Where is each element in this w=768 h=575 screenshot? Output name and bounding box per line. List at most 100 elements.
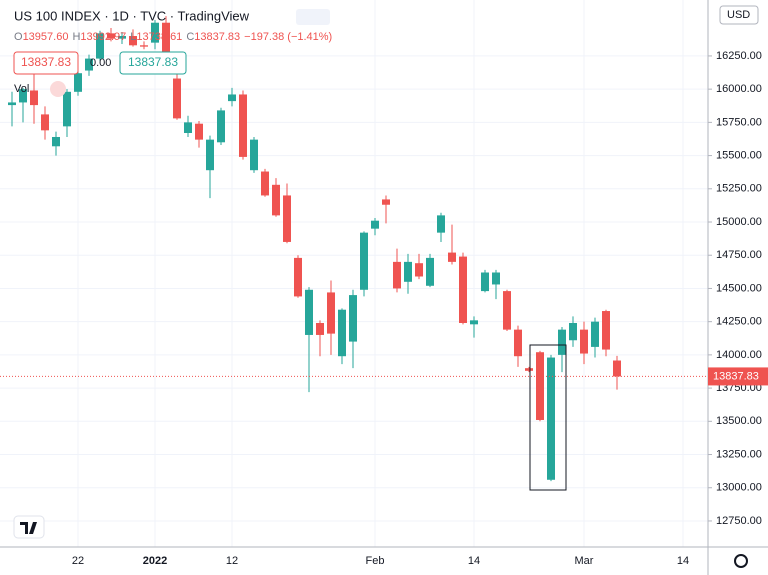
logo[interactable] [13,515,45,539]
l-key: L [130,31,136,43]
x-tick-label: 22 [72,555,84,567]
candle-body [503,291,511,330]
candle-body [536,352,544,420]
candle-body [415,263,423,277]
y-tick-label: 13500.00 [716,415,762,427]
buy-button[interactable] [119,51,187,75]
alert-icon[interactable] [50,81,66,97]
candle-body [8,102,16,106]
y-tick-label: 15000.00 [716,216,762,228]
buy-price[interactable]: 13837.83 [128,55,178,69]
o-value: 13957.60 [23,31,69,43]
x-tick-label: Mar [575,555,594,567]
ohlc: O13957.60 H13992.97 L13738.61 C13837.83 −197… [14,31,332,43]
x-tick-label: 14 [677,555,689,567]
candle-body [437,215,445,233]
y-tick-label: 14000.00 [716,349,762,361]
candle-body [151,22,159,43]
y-tick-label: 14250.00 [716,316,762,328]
candle-body [118,36,126,39]
candles [0,16,708,482]
y-tick-label: 15250.00 [716,183,762,195]
candle-body [404,261,412,282]
change: −197.38 (−1.41%) [244,31,332,43]
o-key: O [14,31,23,43]
candle-body [580,329,588,354]
candle-body [30,90,38,106]
candle-body [140,45,148,47]
candle-body [173,78,181,119]
y-tick-label: 16250.00 [716,50,762,62]
settings-icon[interactable] [734,554,748,568]
candle-body [19,89,27,103]
candle-body [107,33,115,39]
candle-body [382,199,390,205]
h-key: H [72,31,80,43]
candle-body [74,73,82,92]
candle-body [338,309,346,357]
candle-body [250,139,258,171]
candle-body [525,368,533,371]
candle-body [547,357,555,480]
y-tick-label: 12750.00 [716,515,762,527]
candle-body [492,272,500,285]
highlight-box [529,344,567,491]
last-price-label: 13837.83 [713,370,759,382]
candle-body [41,114,49,131]
sell-button[interactable] [13,51,79,75]
candle-body [481,272,489,292]
candle-body [52,136,60,147]
candle-body [217,110,225,143]
x-tick-label: Feb [366,555,385,567]
candle-body [349,295,357,342]
candle-body [129,36,137,46]
y-tick-label: 14750.00 [716,249,762,261]
candle-body [206,139,214,171]
candle-body [184,122,192,133]
y-tick-label: 16000.00 [716,83,762,95]
h-value: 13992.97 [80,31,126,43]
candle-body [294,257,302,297]
candle-body [316,322,324,335]
candle-body [96,33,104,59]
c-value: 13837.83 [194,31,240,43]
candle-body [371,220,379,229]
logo-mark [20,522,37,534]
y-tick-label: 13250.00 [716,448,762,460]
candle-body [448,252,456,262]
grid [0,0,708,547]
y-tick-label: 15500.00 [716,149,762,161]
sell-price[interactable]: 13837.83 [21,55,71,69]
candle-body [459,256,467,323]
candle-body [558,329,566,355]
candle-body [360,232,368,290]
candle-body [85,58,93,71]
x-tick-label: 14 [468,555,480,567]
candle-body [239,94,247,157]
candle-body [283,195,291,242]
candle-body [613,360,621,377]
x-tick-label: 12 [226,555,238,567]
symbol-title: US 100 INDEX · 1D · TVC · TradingView [14,8,250,23]
icons[interactable] [296,9,330,25]
x-tick-label: 2022 [143,555,167,567]
c-key: C [186,31,194,43]
y-tick-label: 13000.00 [716,482,762,494]
candle-body [327,292,335,334]
currency[interactable]: USD [727,9,750,21]
candle-body [305,289,313,335]
l-value: 13738.61 [136,31,182,43]
candle-body [261,171,269,196]
volume-label: Vol [14,83,29,95]
candle-body [602,311,610,350]
candle-body [514,329,522,357]
spread: 0.00 [90,57,111,69]
y-tick-label: 14500.00 [716,282,762,294]
candle-body [228,94,236,102]
currency-button[interactable] [719,5,759,25]
candle-body [591,321,599,347]
candle-body [470,320,478,325]
candle-body [272,184,280,216]
